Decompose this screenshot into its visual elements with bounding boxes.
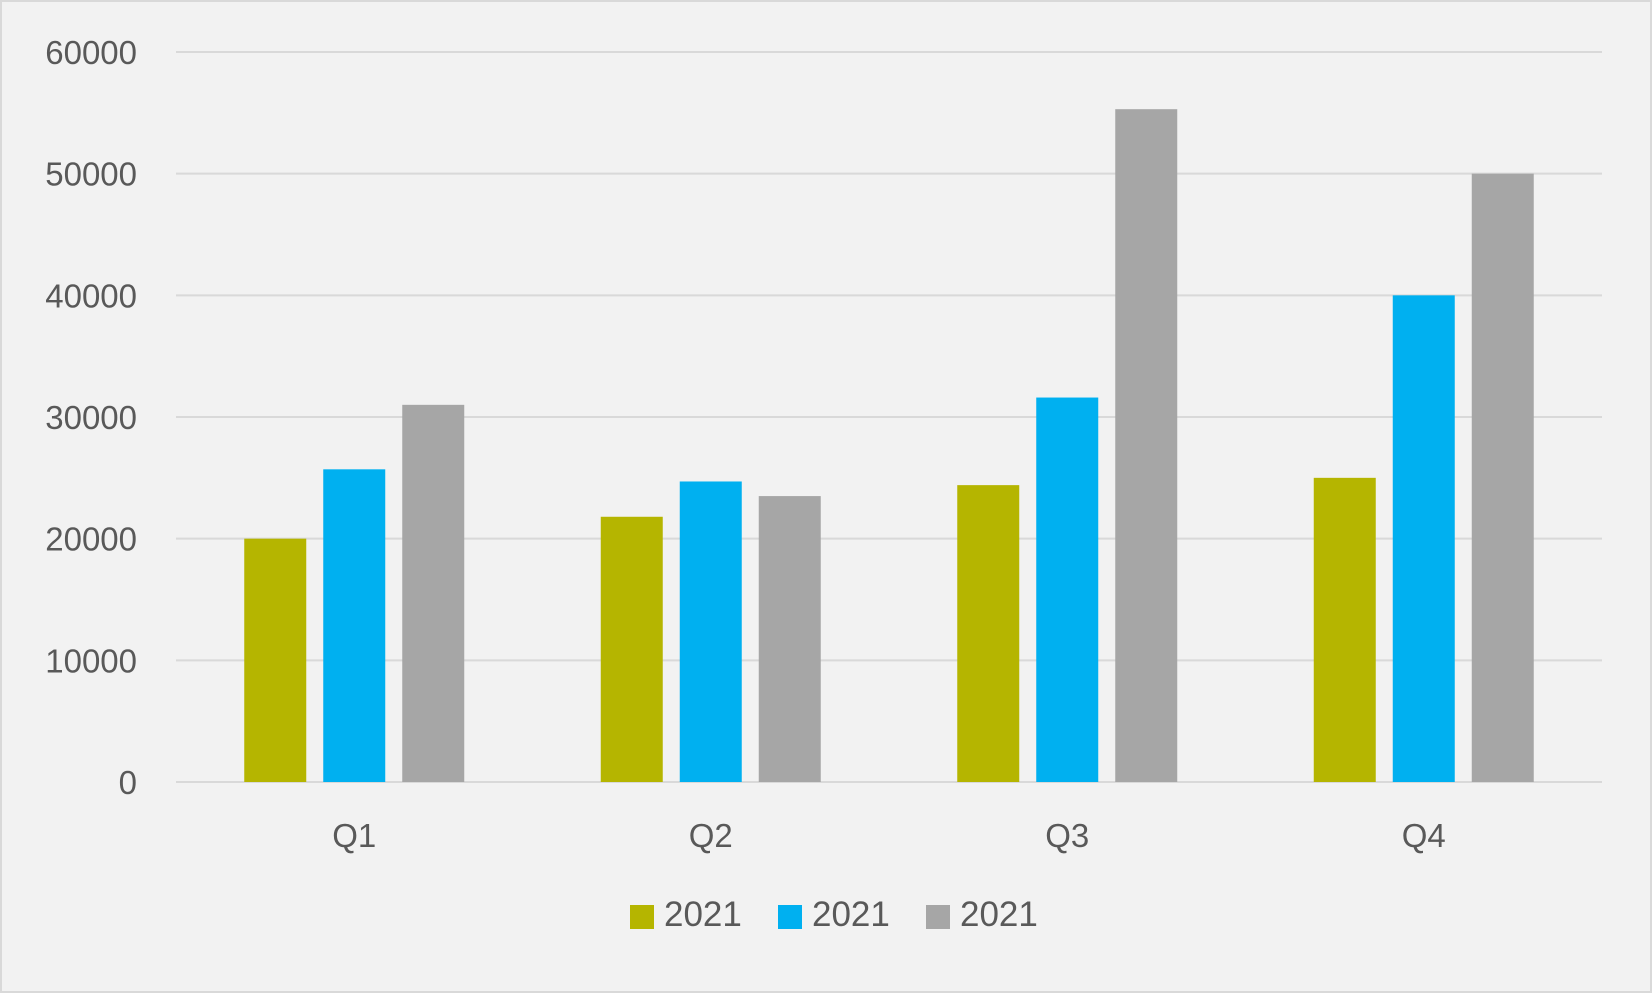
y-tick-label: 10000 bbox=[45, 642, 137, 679]
legend-item: 2021 bbox=[926, 895, 1038, 934]
legend-label: 2021 bbox=[960, 895, 1038, 934]
bar-q2-series-1 bbox=[600, 516, 663, 782]
legend-item: 2021 bbox=[630, 895, 742, 934]
y-tick-label: 0 bbox=[119, 764, 137, 801]
bar-q2-series-2 bbox=[679, 481, 742, 782]
legend-label: 2021 bbox=[812, 895, 890, 934]
y-tick-label: 60000 bbox=[45, 34, 137, 71]
legend-swatch bbox=[778, 905, 802, 929]
bar-q1-series-3 bbox=[402, 404, 465, 782]
y-tick-label: 30000 bbox=[45, 399, 137, 436]
x-tick-label: Q2 bbox=[689, 817, 733, 854]
gridlines bbox=[176, 51, 1602, 783]
bar-q3-series-3 bbox=[1115, 109, 1178, 782]
x-tick-label: Q1 bbox=[332, 817, 376, 854]
x-tick-label: Q4 bbox=[1402, 817, 1446, 854]
bar-q4-series-1 bbox=[1313, 477, 1376, 782]
x-tick-label: Q3 bbox=[1045, 817, 1089, 854]
bar-q1-series-2 bbox=[323, 469, 386, 782]
legend: 2021 2021 2021 bbox=[630, 895, 1038, 934]
bar-q3-series-1 bbox=[957, 485, 1020, 782]
y-tick-label: 40000 bbox=[45, 277, 137, 314]
x-axis-tick-labels: Q1 Q2 Q3 Q4 bbox=[332, 817, 1446, 854]
bar-q4-series-2 bbox=[1392, 295, 1455, 782]
y-axis-tick-labels: 0 10000 20000 30000 40000 50000 60000 bbox=[45, 34, 137, 801]
legend-label: 2021 bbox=[664, 895, 742, 934]
bar-q4-series-3 bbox=[1471, 173, 1534, 782]
y-tick-label: 50000 bbox=[45, 156, 137, 193]
legend-swatch bbox=[630, 905, 654, 929]
bars bbox=[244, 109, 1534, 782]
bar-q1-series-1 bbox=[244, 538, 307, 782]
legend-item: 2021 bbox=[778, 895, 890, 934]
legend-swatch bbox=[926, 905, 950, 929]
y-tick-label: 20000 bbox=[45, 521, 137, 558]
bar-q2-series-3 bbox=[758, 496, 821, 782]
bar-q3-series-2 bbox=[1036, 397, 1099, 782]
